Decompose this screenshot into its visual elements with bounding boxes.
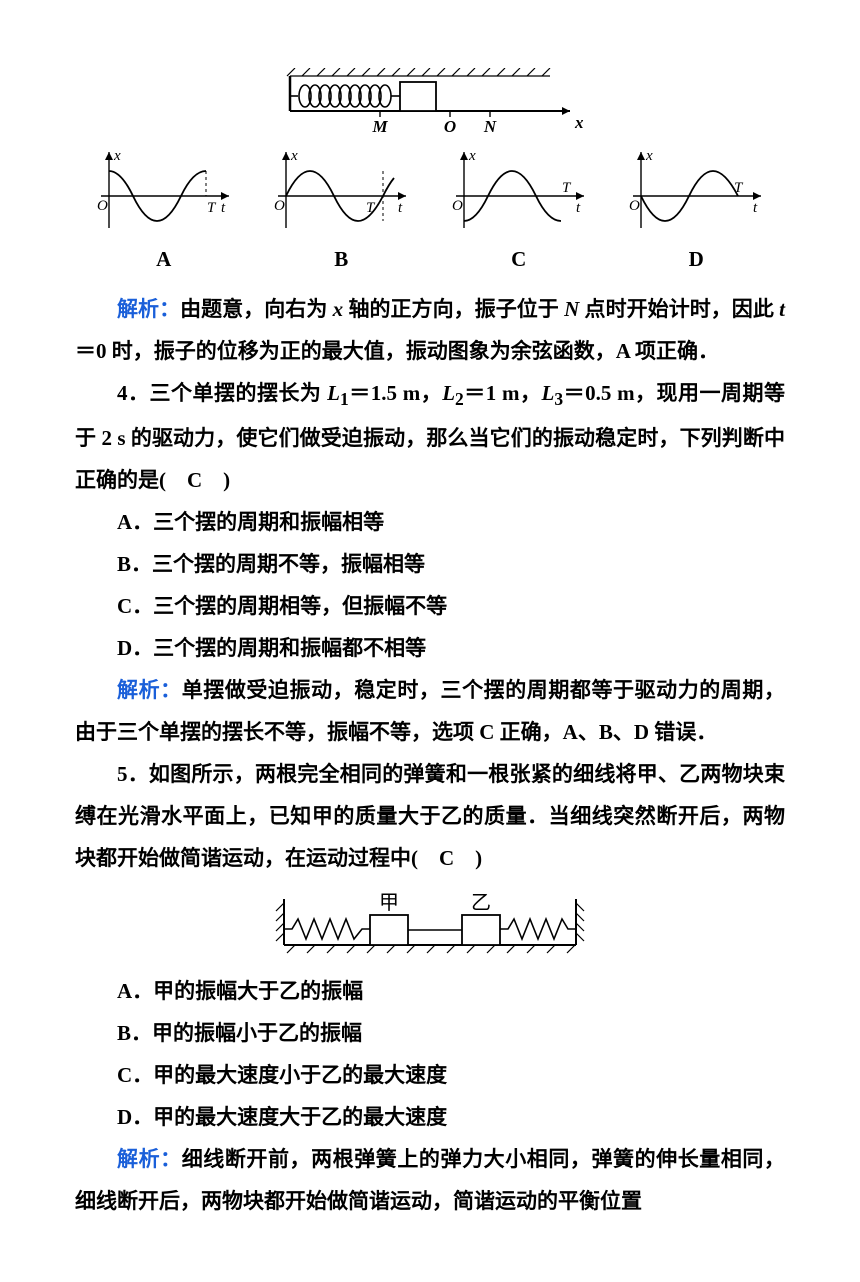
svg-text:x: x bbox=[290, 148, 298, 164]
svg-text:x: x bbox=[468, 148, 476, 164]
q5-option-C: C．甲的最大速度小于乙的最大速度 bbox=[75, 1054, 785, 1096]
q4-option-B: B．三个摆的周期不等，振幅相等 bbox=[75, 543, 785, 585]
label-O: O bbox=[444, 117, 456, 136]
q4-answer: C bbox=[187, 468, 202, 492]
q5-spring-figure: 甲 乙 bbox=[75, 887, 785, 962]
q5-analysis-text: 细线断开前，两根弹簧上的弹力大小相同，弹簧的伸长量相同，细线断开后，两物块都开始… bbox=[75, 1147, 785, 1213]
q5-stem-text: 5．如图所示，两根完全相同的弹簧和一根张紧的细线将甲、乙两物块束缚在光滑水平面上… bbox=[75, 762, 785, 870]
svg-text:O: O bbox=[452, 198, 463, 214]
q4-analysis-text: 单摆做受迫振动，稳定时，三个摆的周期都等于驱动力的周期，由于三个单摆的摆长不等，… bbox=[75, 678, 785, 744]
svg-text:x: x bbox=[113, 148, 121, 164]
svg-text:t: t bbox=[221, 200, 226, 216]
svg-text:t: t bbox=[398, 200, 403, 216]
q5-analysis: 解析：细线断开前，两根弹簧上的弹力大小相同，弹簧的伸长量相同，细线断开后，两物块… bbox=[75, 1138, 785, 1222]
svg-text:t: t bbox=[576, 200, 581, 216]
q3-analysis: 解析：由题意，向右为 x 轴的正方向，振子位于 N 点时开始计时，因此 t＝0 … bbox=[75, 288, 785, 372]
option-fig-B: x O T t B bbox=[266, 146, 416, 280]
svg-text:t: t bbox=[753, 200, 758, 216]
svg-text:O: O bbox=[629, 198, 640, 214]
label-jia: 甲 bbox=[379, 892, 399, 914]
label-x: x bbox=[574, 113, 584, 132]
q5-answer: C bbox=[439, 846, 454, 870]
q3-analysis-text: 由题意，向右为 x 轴的正方向，振子位于 N 点时开始计时，因此 t＝0 时，振… bbox=[75, 297, 785, 363]
option-fig-C: x O T t C bbox=[444, 146, 594, 280]
svg-text:T: T bbox=[207, 200, 217, 216]
q4-option-C: C．三个摆的周期相等，但振幅不等 bbox=[75, 585, 785, 627]
svg-text:T: T bbox=[562, 180, 572, 196]
caption-B: B bbox=[334, 238, 348, 280]
option-fig-D: x O T t D bbox=[621, 146, 771, 280]
q5-option-D: D．甲的最大速度大于乙的最大速度 bbox=[75, 1096, 785, 1138]
q5-stem: 5．如图所示，两根完全相同的弹簧和一根张紧的细线将甲、乙两物块束缚在光滑水平面上… bbox=[75, 753, 785, 879]
wave-option-figures: x O T t A x O T t B bbox=[75, 146, 785, 280]
caption-A: A bbox=[156, 238, 171, 280]
svg-text:O: O bbox=[97, 198, 108, 214]
q4-analysis: 解析：单摆做受迫振动，稳定时，三个摆的周期都等于驱动力的周期，由于三个单摆的摆长… bbox=[75, 669, 785, 753]
label-N: N bbox=[483, 117, 497, 136]
caption-D: D bbox=[689, 238, 704, 280]
q5-option-A: A．甲的振幅大于乙的振幅 bbox=[75, 970, 785, 1012]
option-fig-A: x O T t A bbox=[89, 146, 239, 280]
caption-C: C bbox=[511, 238, 526, 280]
q4-option-A: A．三个摆的周期和振幅相等 bbox=[75, 501, 785, 543]
analysis-label: 解析： bbox=[117, 678, 182, 702]
svg-text:x: x bbox=[645, 148, 653, 164]
q4-stem: 4．三个单摆的摆长为 L1＝1.5 m，L2＝1 m，L3＝0.5 m，现用一周… bbox=[75, 372, 785, 501]
label-M: M bbox=[371, 117, 388, 136]
analysis-label: 解析： bbox=[117, 1147, 182, 1171]
q5-option-B: B．甲的振幅小于乙的振幅 bbox=[75, 1012, 785, 1054]
spring-oscillator-figure: M O N x bbox=[75, 68, 785, 138]
analysis-label: 解析： bbox=[117, 297, 180, 321]
spring-svg: M O N x bbox=[270, 68, 590, 138]
label-yi: 乙 bbox=[471, 892, 491, 914]
q4-option-D: D．三个摆的周期和振幅都不相等 bbox=[75, 627, 785, 669]
svg-text:T: T bbox=[734, 180, 744, 196]
svg-text:O: O bbox=[274, 198, 285, 214]
